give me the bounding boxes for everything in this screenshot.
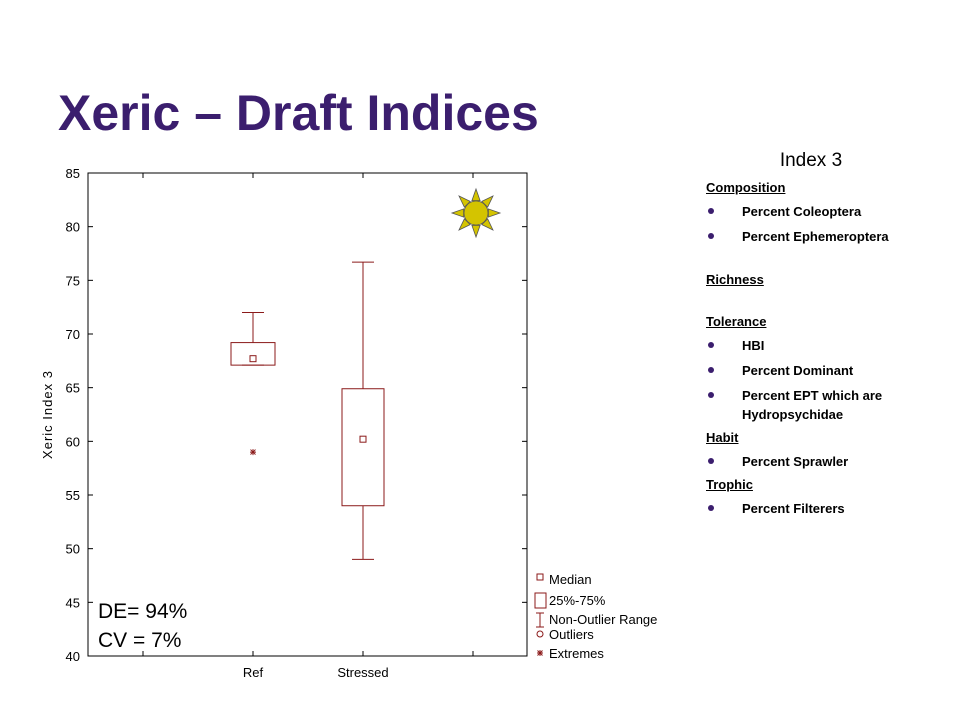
bullet-icon — [708, 342, 714, 348]
bullet-icon — [708, 392, 714, 398]
x-tick-label: Ref — [243, 665, 264, 680]
bullet-icon — [708, 208, 714, 214]
y-tick-label: 60 — [66, 434, 80, 449]
legend-label: Non-Outlier Range — [549, 612, 657, 627]
legend-label: 25%-75% — [549, 593, 606, 608]
bullet-icon — [708, 505, 714, 511]
item-label: Percent Filterers — [742, 501, 845, 516]
index-panel: Index 3 Composition Percent Coleoptera P… — [706, 150, 946, 522]
y-tick-label: 80 — [66, 220, 80, 235]
legend-label: Extremes — [549, 646, 604, 661]
y-tick-label: 85 — [66, 166, 80, 181]
iqr-box — [230, 342, 276, 366]
extreme-point — [250, 449, 256, 456]
legend-outlier-marker — [536, 630, 544, 638]
de-stat: DE= 94% — [98, 600, 188, 623]
section-heading-tolerance: Tolerance — [706, 314, 767, 329]
y-tick-label: 75 — [66, 273, 80, 288]
section-heading-habit: Habit — [706, 430, 739, 445]
sun-ray — [471, 187, 481, 202]
list-item: Percent Dominant — [706, 361, 946, 380]
legend-range-marker — [536, 612, 544, 628]
x-tick-label: Stressed — [337, 665, 388, 680]
y-tick-label: 45 — [66, 595, 80, 610]
sun-ray — [450, 208, 465, 218]
list-item: HBI — [706, 336, 946, 355]
list-item: Percent Filterers — [706, 499, 946, 518]
bullet-icon — [708, 367, 714, 373]
item-label: Percent Coleoptera — [742, 204, 862, 219]
page-title: Xeric – Draft Indices — [58, 85, 539, 141]
sun-icon — [463, 200, 489, 226]
legend-box-marker — [534, 592, 547, 609]
section-heading-composition: Composition — [706, 180, 786, 195]
median-marker — [359, 435, 367, 443]
section-heading-richness: Richness — [706, 272, 764, 287]
legend-label: Outliers — [549, 627, 594, 642]
item-label: HBI — [742, 338, 765, 353]
stats-box: DE= 94% CV = 7% — [98, 597, 187, 655]
list-item: Percent EPT which are Hydropsychidae — [706, 386, 902, 424]
y-tick-label: 50 — [66, 542, 80, 557]
legend-label: Median — [549, 572, 592, 587]
item-label: Percent EPT which are Hydropsychidae — [742, 388, 883, 422]
item-label: Percent Sprawler — [742, 454, 849, 469]
legend-extreme-marker — [537, 650, 543, 656]
list-item: Percent Coleoptera — [706, 202, 946, 221]
y-tick-label: 65 — [66, 381, 80, 396]
panel-title: Index 3 — [779, 150, 843, 171]
list-item: Percent Sprawler — [706, 452, 946, 471]
sun-ray — [471, 224, 481, 239]
sun-ray — [487, 208, 502, 218]
y-tick-label: 55 — [66, 488, 80, 503]
legend-median-marker — [536, 573, 544, 581]
median-marker — [249, 355, 257, 363]
y-tick-label: 40 — [66, 649, 80, 664]
list-item: Percent Ephemeroptera — [706, 227, 892, 246]
item-label: Percent Ephemeroptera — [742, 229, 889, 244]
y-axis-label: Xeric Index 3 — [40, 370, 55, 459]
item-label: Percent Dominant — [742, 363, 854, 378]
cv-stat: CV = 7% — [98, 629, 182, 652]
bullet-icon — [708, 233, 714, 239]
iqr-box — [341, 388, 385, 507]
plot-frame — [87, 172, 528, 657]
section-heading-trophic: Trophic — [706, 477, 753, 492]
y-tick-label: 70 — [66, 327, 80, 342]
bullet-icon — [708, 458, 714, 464]
